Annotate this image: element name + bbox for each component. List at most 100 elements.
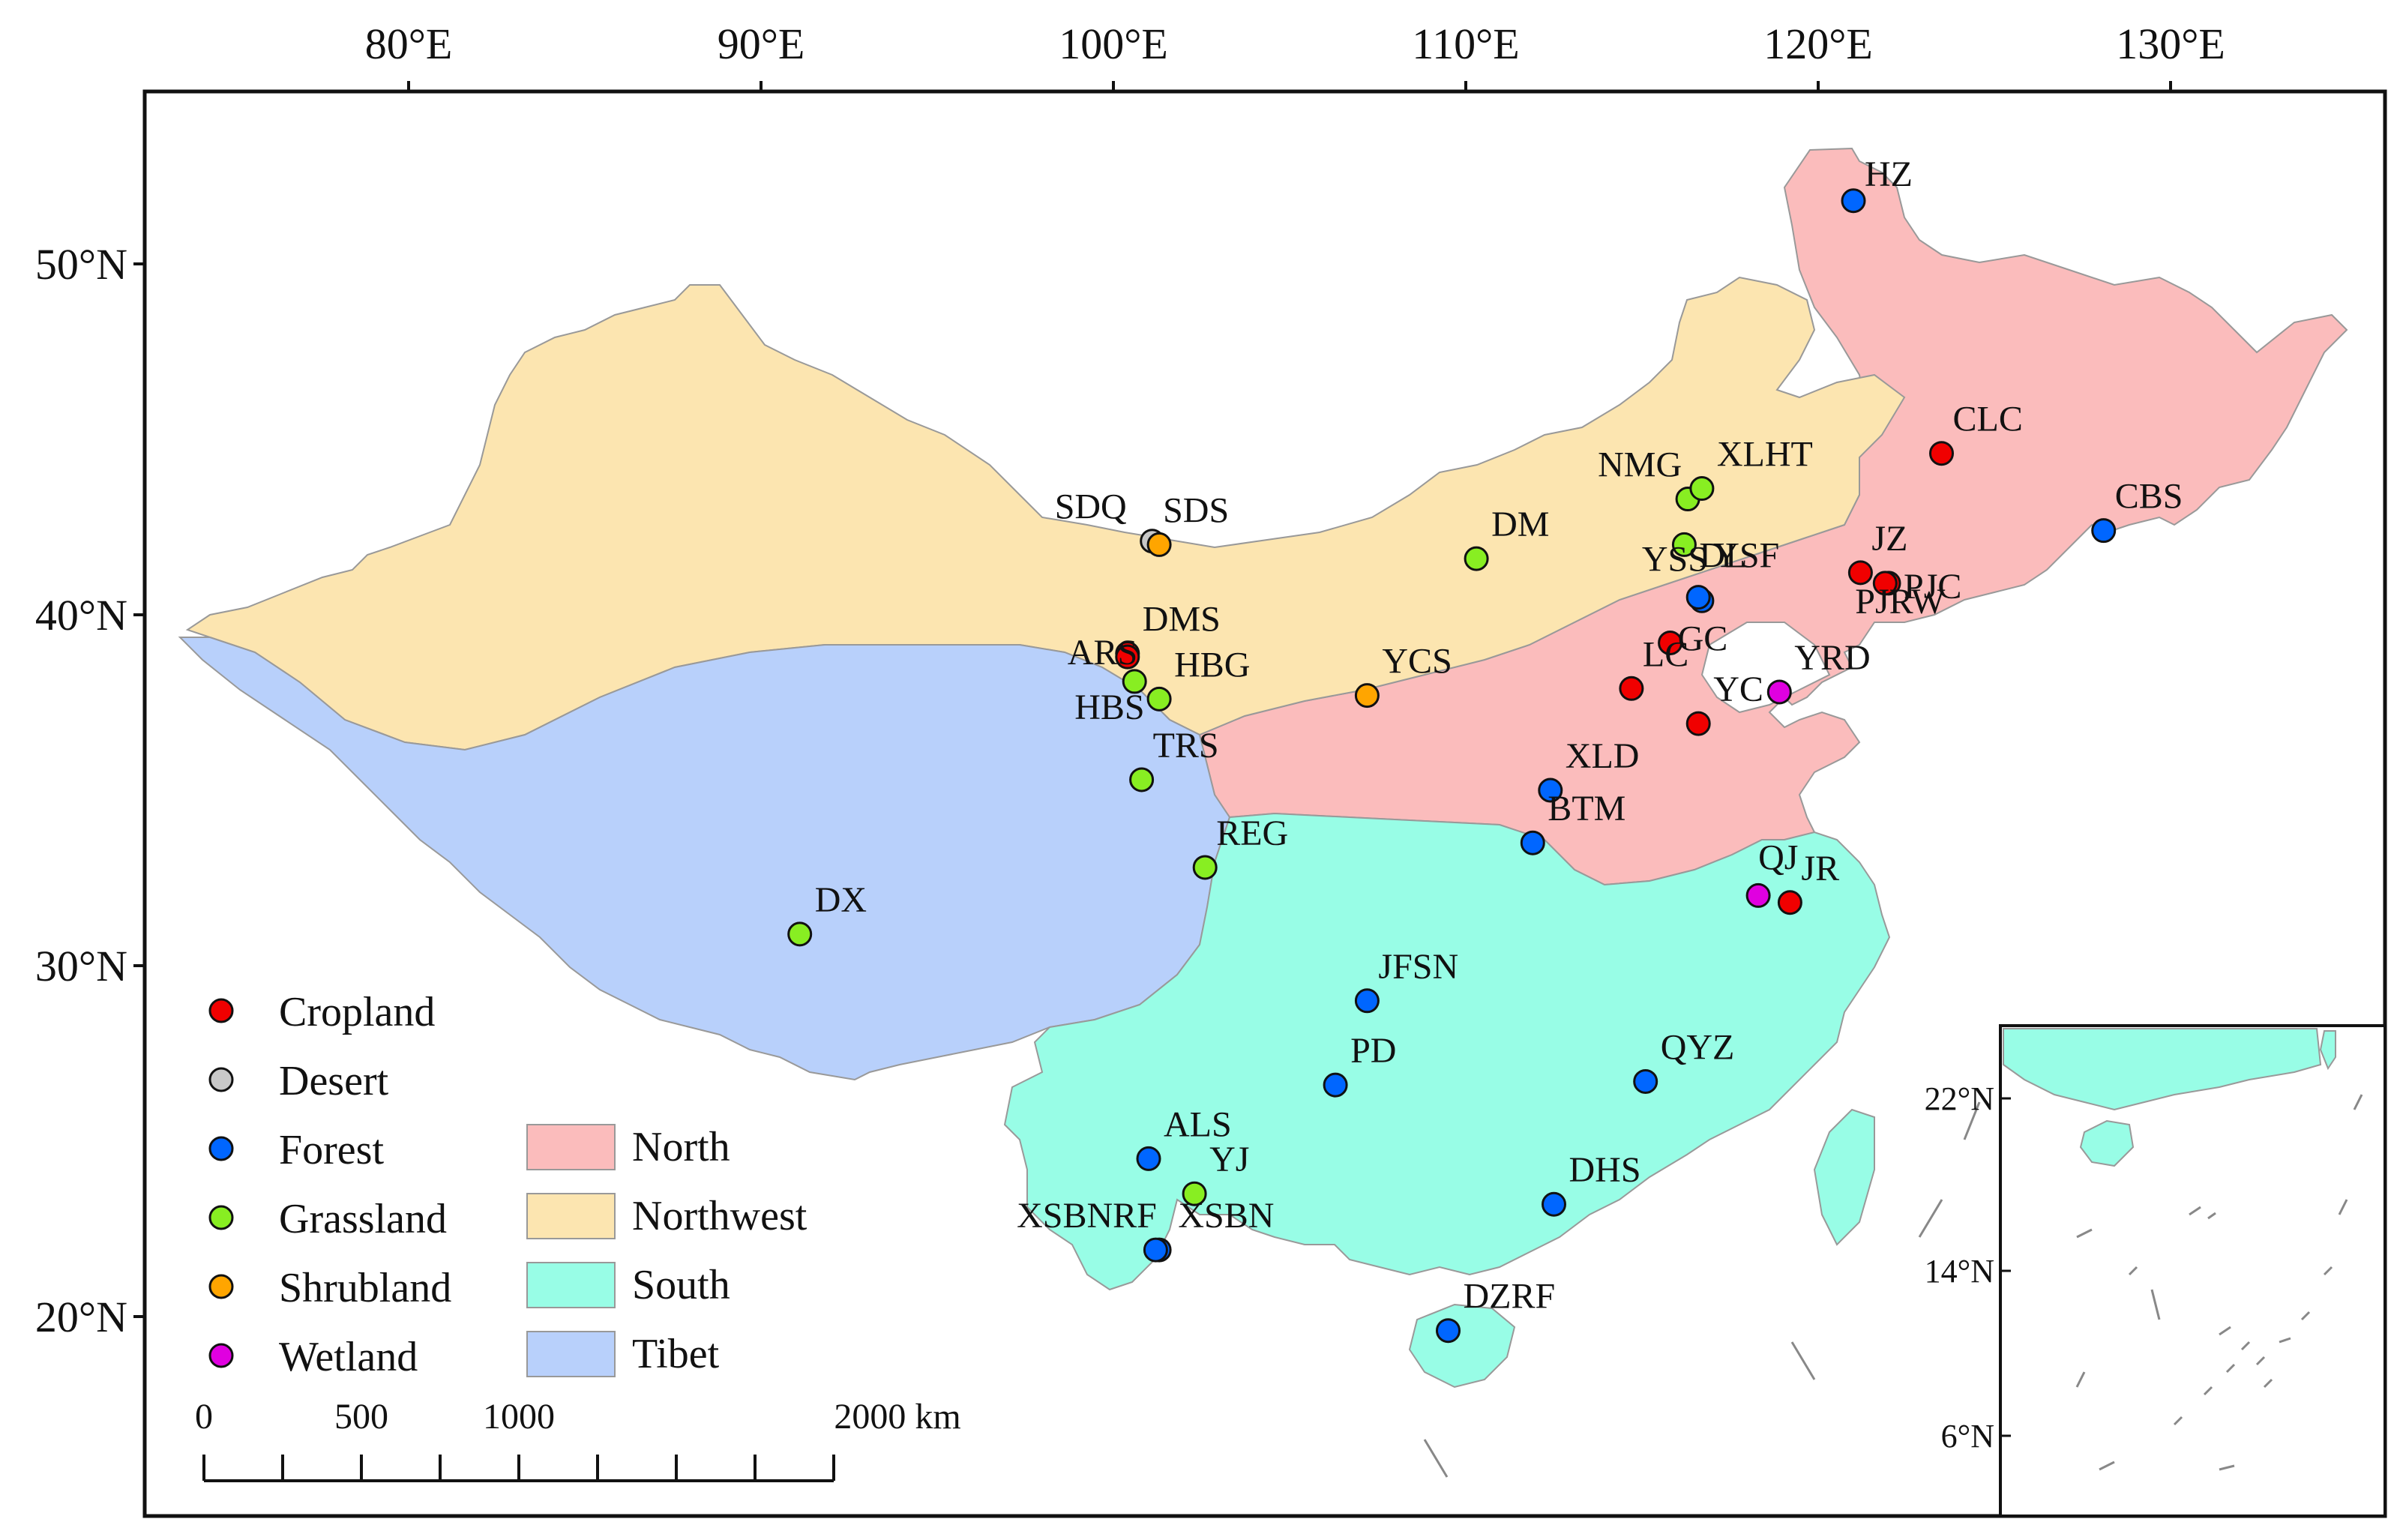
inset-tick-label: 22°N (1925, 1080, 1994, 1117)
inset-south-china-sea: 22°N 14°N 6°N (1925, 1024, 2387, 1518)
legend-marker-cropland (208, 998, 234, 1023)
site-marker-qj[interactable] (1745, 882, 1771, 908)
site-label-jr: JR (1801, 849, 1839, 888)
site-label-sdq: SDQ (1055, 487, 1127, 527)
bohai-sea (1700, 622, 1831, 714)
site-label-yj: YJ (1209, 1140, 1249, 1179)
site-label-hz: HZ (1865, 154, 1913, 194)
site-marker-yj[interactable] (1182, 1181, 1207, 1206)
lat-tick-label: 40°N (35, 591, 127, 640)
region-layer (178, 147, 2348, 1478)
lon-tick-label: 90°E (718, 19, 805, 68)
site-marker-dhs[interactable] (1542, 1191, 1566, 1217)
site-marker-ycs[interactable] (1354, 683, 1380, 709)
legend-label-forest: Forest (279, 1127, 384, 1173)
legend-label-shrubland: Shrubland (279, 1265, 451, 1311)
site-layer: HZ CLC CBS NMG XLHT DL SDQ SDS DM JZ PJC YSS YSF GC PJ… (787, 154, 2183, 1344)
legend-marker-grassland (208, 1205, 234, 1230)
legend-label-northwest: Northwest (632, 1193, 807, 1239)
site-marker-trs[interactable] (1129, 767, 1155, 792)
scale-bar-label: 2000 km (834, 1397, 960, 1437)
site-label-yss: YSS (1642, 539, 1708, 579)
site-label-pjc: PJC (1904, 567, 1961, 607)
legend-label-grassland: Grassland (279, 1196, 447, 1242)
site-label-dzrf: DZRF (1464, 1277, 1556, 1317)
site-label-als: ALS (1164, 1104, 1232, 1144)
site-marker-jr[interactable] (1777, 890, 1802, 915)
island-hainan (1408, 1303, 1516, 1389)
lon-tick-label: 120°E (1763, 19, 1873, 68)
site-label-xsbnrf: XSBNRF (1017, 1196, 1157, 1236)
lon-tick-label: 130°E (2116, 19, 2225, 68)
site-marker-pd[interactable] (1323, 1072, 1348, 1098)
site-label-hbg: HBG (1174, 645, 1250, 685)
inset-islands (2075, 1094, 2363, 1471)
site-marker-xlht[interactable] (1689, 476, 1715, 502)
site-marker-dl[interactable] (1671, 532, 1697, 557)
site-marker-clc[interactable] (1929, 441, 1954, 466)
legend-marker-shrubland (208, 1274, 234, 1299)
site-marker-hbs[interactable] (1122, 669, 1147, 694)
site-marker-qyz[interactable] (1633, 1068, 1658, 1094)
site-label-dm: DM (1491, 505, 1549, 544)
site-marker-pjrw[interactable] (1872, 571, 1898, 596)
site-label-dl: DL (1699, 535, 1747, 575)
legend-swatch-northwest (526, 1193, 616, 1239)
site-label-jz: JZ (1871, 519, 1907, 559)
legend-label-desert: Desert (279, 1058, 389, 1104)
site-label-xlht: XLHT (1717, 435, 1813, 475)
site-marker-xsbn[interactable] (1143, 1237, 1168, 1263)
site-label-pjrw: PJRW (1855, 582, 1946, 622)
site-marker-jz[interactable] (1847, 560, 1873, 586)
site-marker-yc[interactable] (1685, 711, 1711, 736)
site-label-yrd: YRD (1794, 638, 1870, 678)
site-marker-cbs[interactable] (2091, 518, 2117, 544)
site-label-ysf: YSF (1713, 536, 1779, 576)
site-marker-dzrf[interactable] (1436, 1318, 1461, 1344)
site-marker-btm[interactable] (1520, 830, 1545, 855)
site-marker-ars[interactable] (1115, 644, 1140, 670)
site-marker-hz[interactable] (1841, 188, 1866, 214)
inset-hainan (2079, 1119, 2135, 1167)
site-label-lc: LC (1643, 634, 1688, 674)
site-label-ars: ARS (1068, 633, 1137, 673)
site-marker-xld[interactable] (1538, 777, 1563, 803)
lat-tick-label: 30°N (35, 942, 127, 990)
site-label-jfsn: JFSN (1378, 947, 1458, 987)
site-marker-yrd[interactable] (1766, 679, 1792, 705)
scale-bar: 0 500 1000 2000 km (195, 1397, 961, 1482)
legend-label-wetland: Wetland (279, 1334, 418, 1380)
site-label-pd: PD (1350, 1031, 1396, 1071)
legend-swatch-tibet (526, 1331, 616, 1377)
site-marker-gc[interactable] (1658, 630, 1683, 655)
legend-marker-desert (208, 1067, 234, 1092)
site-marker-dm[interactable] (1464, 546, 1489, 571)
site-marker-sds[interactable] (1146, 532, 1172, 557)
legend-label-north: North (632, 1124, 730, 1170)
island-taiwan (1813, 1108, 1875, 1246)
site-label-xsbn: XSBN (1178, 1196, 1274, 1236)
site-label-hbs: HBS (1074, 688, 1144, 727)
site-marker-dx[interactable] (787, 921, 813, 947)
lon-tick-label: 80°E (365, 19, 453, 68)
legend-label-cropland: Cropland (279, 989, 435, 1035)
site-marker-reg[interactable] (1192, 855, 1218, 880)
legend-marker-forest (208, 1136, 234, 1161)
site-label-sds: SDS (1163, 490, 1229, 530)
site-label-nmg: NMG (1598, 445, 1682, 485)
site-label-qj: QJ (1758, 837, 1798, 877)
scale-bar-label: 0 (195, 1397, 213, 1437)
site-marker-hbg[interactable] (1146, 686, 1172, 712)
site-marker-als[interactable] (1136, 1146, 1161, 1171)
lat-tick-label: 50°N (35, 240, 127, 289)
site-label-dx: DX (815, 880, 867, 920)
site-marker-ysf[interactable] (1685, 585, 1711, 610)
inset-tick-label: 6°N (1941, 1418, 1994, 1455)
legend: Cropland Desert Forest Grassland Shrubland We… (208, 989, 807, 1380)
site-marker-lc[interactable] (1619, 676, 1644, 701)
site-marker-jfsn[interactable] (1354, 988, 1380, 1014)
inset-latitude-ticks: 22°N 14°N 6°N (1925, 1080, 2011, 1455)
site-label-ycs: YCS (1382, 642, 1452, 682)
